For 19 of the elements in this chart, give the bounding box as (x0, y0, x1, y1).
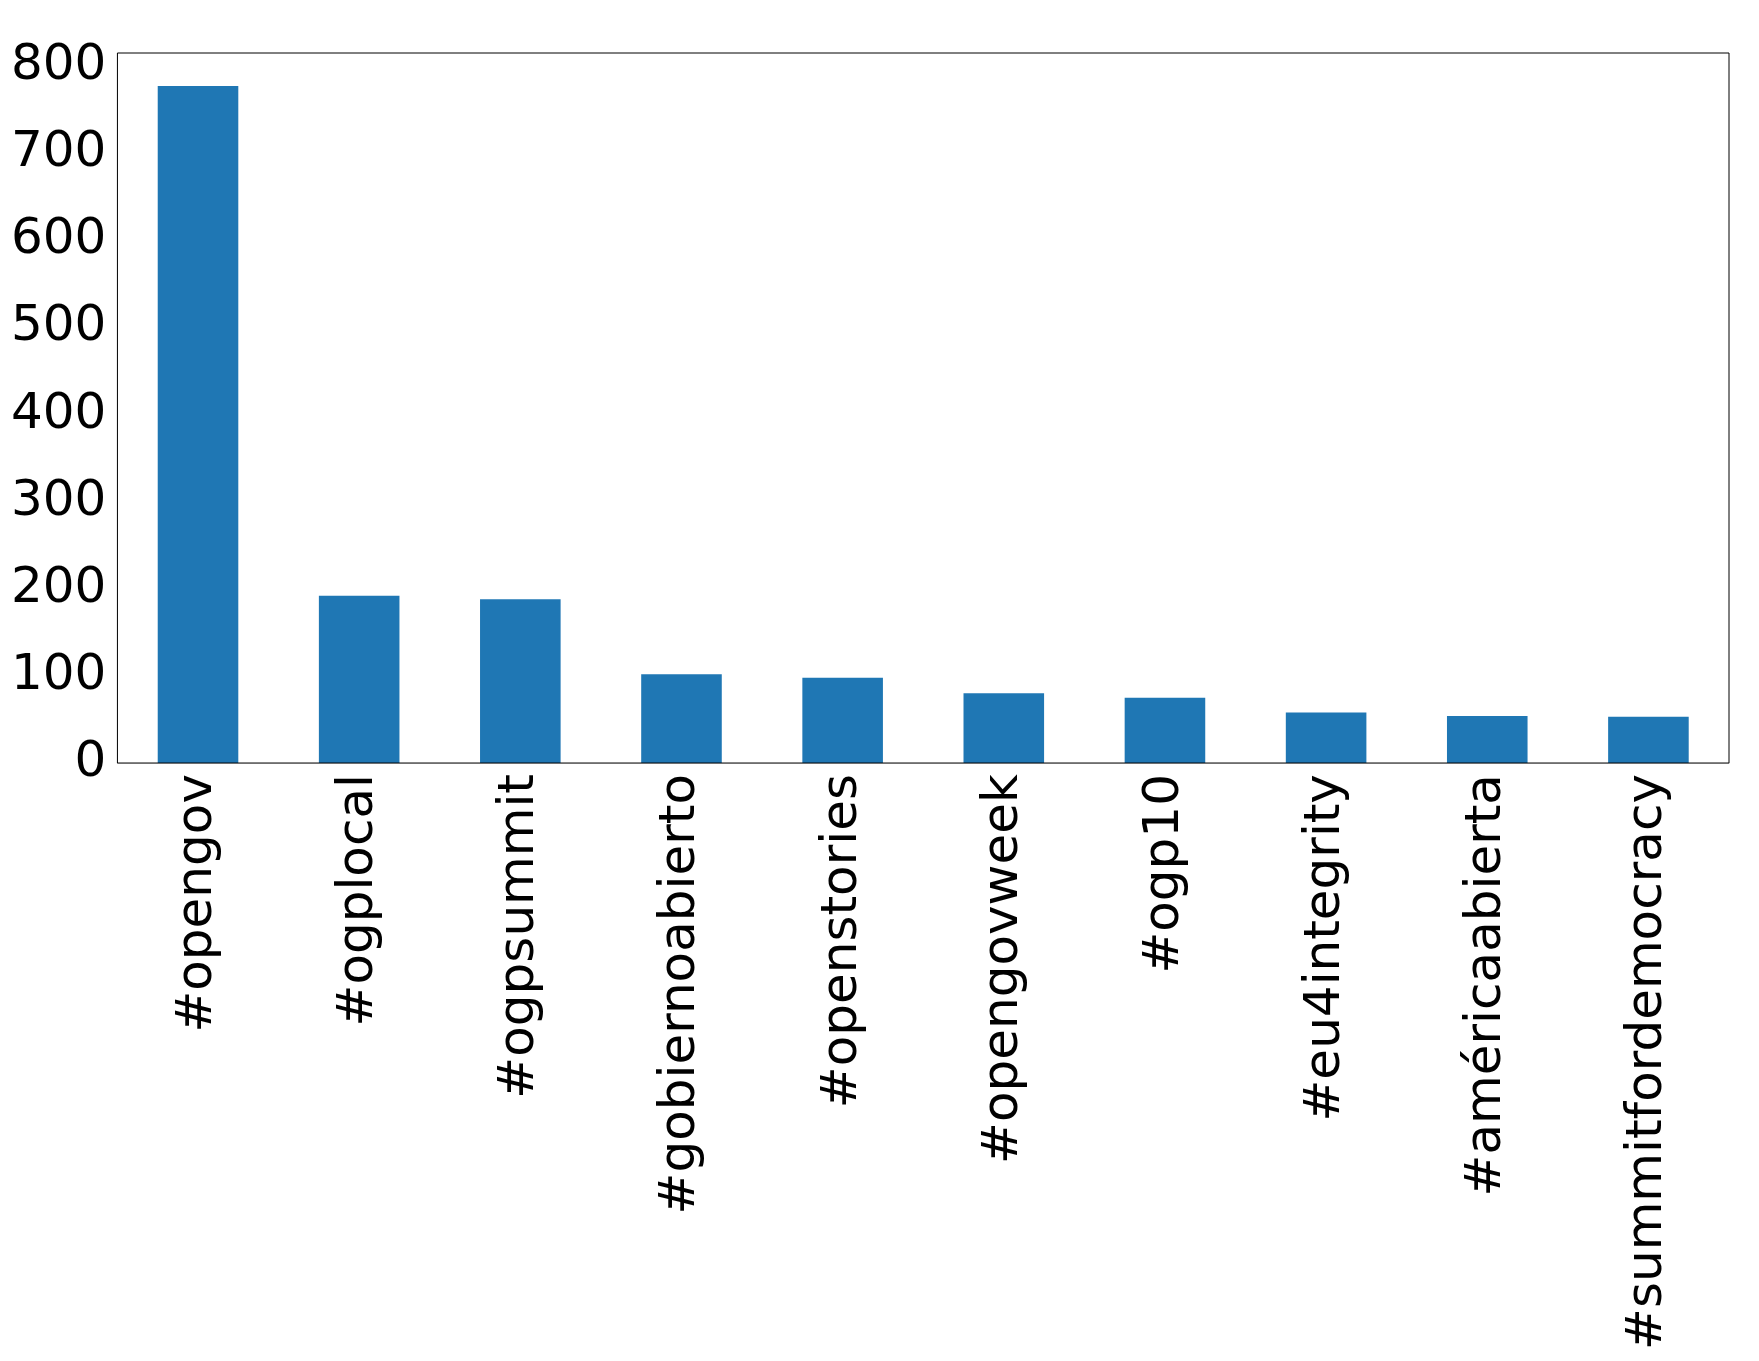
y-tick-label: 800 (11, 33, 107, 92)
y-tick-label: 0 (74, 730, 107, 789)
x-tick-label: #gobiernoabierto (648, 774, 707, 1215)
x-tick-label: #américaabierta (1454, 774, 1513, 1197)
y-tick-label: 400 (11, 381, 107, 440)
x-tick-label: #summitfordemocracy (1615, 774, 1674, 1351)
y-tick-label: 600 (11, 207, 107, 266)
x-tick-label: #openstories (809, 774, 868, 1109)
x-tick-label: #ogplocal (326, 774, 385, 1027)
x-tick-label: #opengov (165, 774, 223, 1033)
y-tick-label: 700 (11, 120, 107, 179)
y-tick-label: 500 (11, 294, 107, 353)
y-tick-label: 200 (11, 555, 107, 614)
x-tick-label: #ogp10 (1131, 774, 1190, 974)
y-tick-label: 300 (11, 468, 107, 527)
y-tick-label: 100 (11, 642, 107, 701)
x-tick-label: #opengovweek (970, 773, 1029, 1164)
x-tick-label: #ogpsummit (487, 774, 546, 1099)
x-tick-label: #eu4integrity (1293, 774, 1352, 1122)
